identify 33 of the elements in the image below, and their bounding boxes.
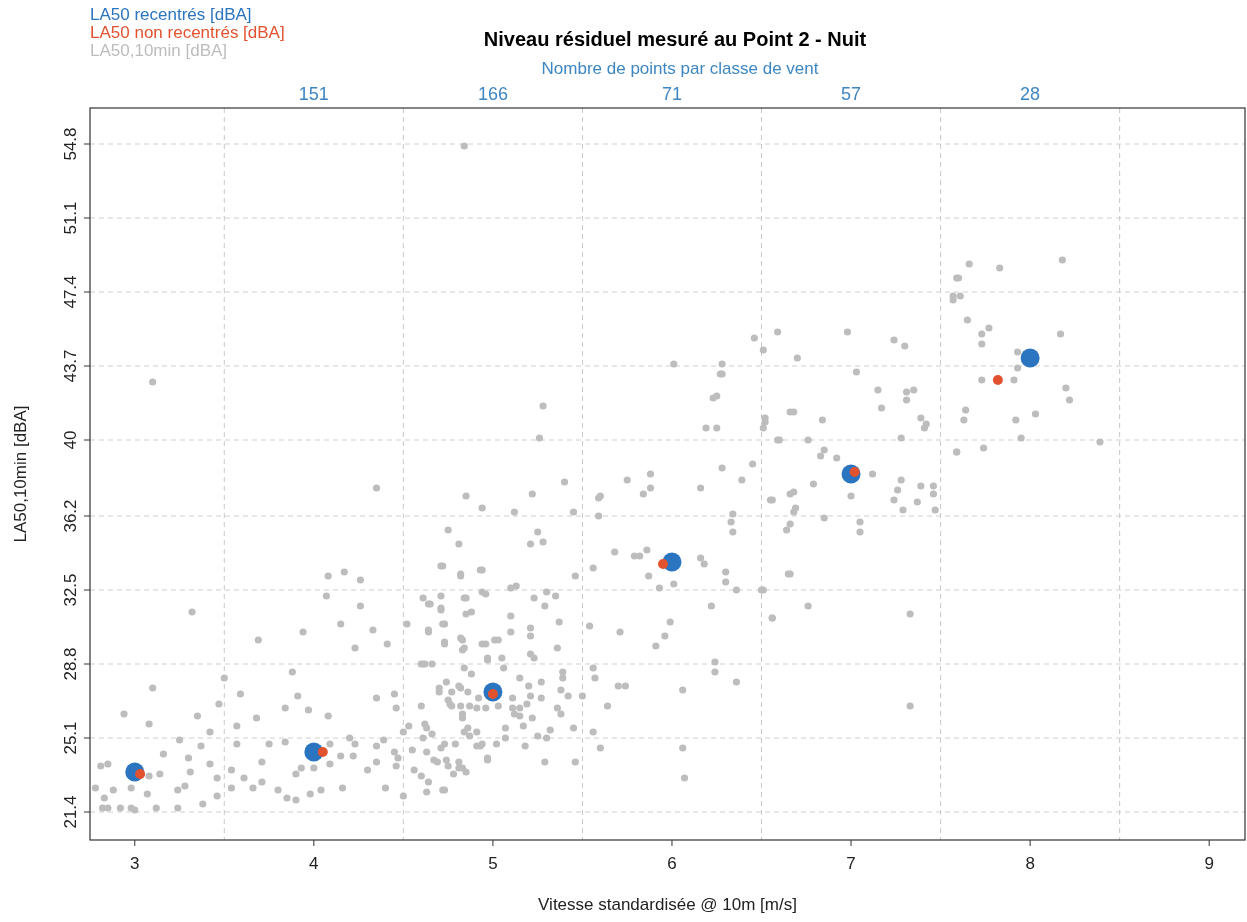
text: LA50,10min [dBA] (90, 41, 228, 60)
y-tick-label: 51.1 (61, 201, 80, 235)
text: 71 (661, 84, 682, 104)
y-tick-label: 32.5 (61, 573, 80, 607)
y-tick-label: 43.7 (61, 349, 80, 383)
y-axis-title: LA50,10min [dBA] (11, 405, 30, 543)
text: 28 (1020, 84, 1041, 104)
x-tick-label: 3 (130, 854, 140, 873)
x-tick-label: 8 (1025, 854, 1035, 873)
text: LA50 non recentrés [dBA] (90, 23, 285, 42)
chart-title: Niveau résiduel mesuré au Point 2 - Nuit (483, 28, 867, 50)
x-tick-label: 6 (667, 854, 677, 873)
text: 57 (841, 84, 862, 104)
point (1020, 348, 1040, 368)
y-tick-label: 21.4 (61, 795, 80, 829)
y-tick-label: 28.8 (61, 647, 80, 681)
point (658, 559, 669, 569)
y-tick-label: 36.2 (61, 499, 80, 533)
y-tick-label: 40 (61, 430, 80, 450)
x-axis-title: Vitesse standardisée @ 10m [m/s] (538, 895, 797, 914)
y-tick-label: 25.1 (61, 721, 80, 755)
y-tick-label: 47.4 (61, 275, 80, 309)
text: 151 (298, 84, 329, 104)
x-tick-label: 4 (309, 854, 319, 873)
x2-axis-title: Nombre de points par classe de vent (541, 59, 819, 78)
x-tick-label: 5 (488, 854, 498, 873)
text: 166 (477, 84, 508, 104)
point (992, 375, 1003, 385)
text: LA50 recentrés [dBA] (90, 5, 252, 24)
point (317, 747, 328, 757)
x-tick-label: 9 (1204, 854, 1214, 873)
y-tick-label: 54.8 (61, 127, 80, 161)
x-tick-label: 7 (846, 854, 856, 873)
